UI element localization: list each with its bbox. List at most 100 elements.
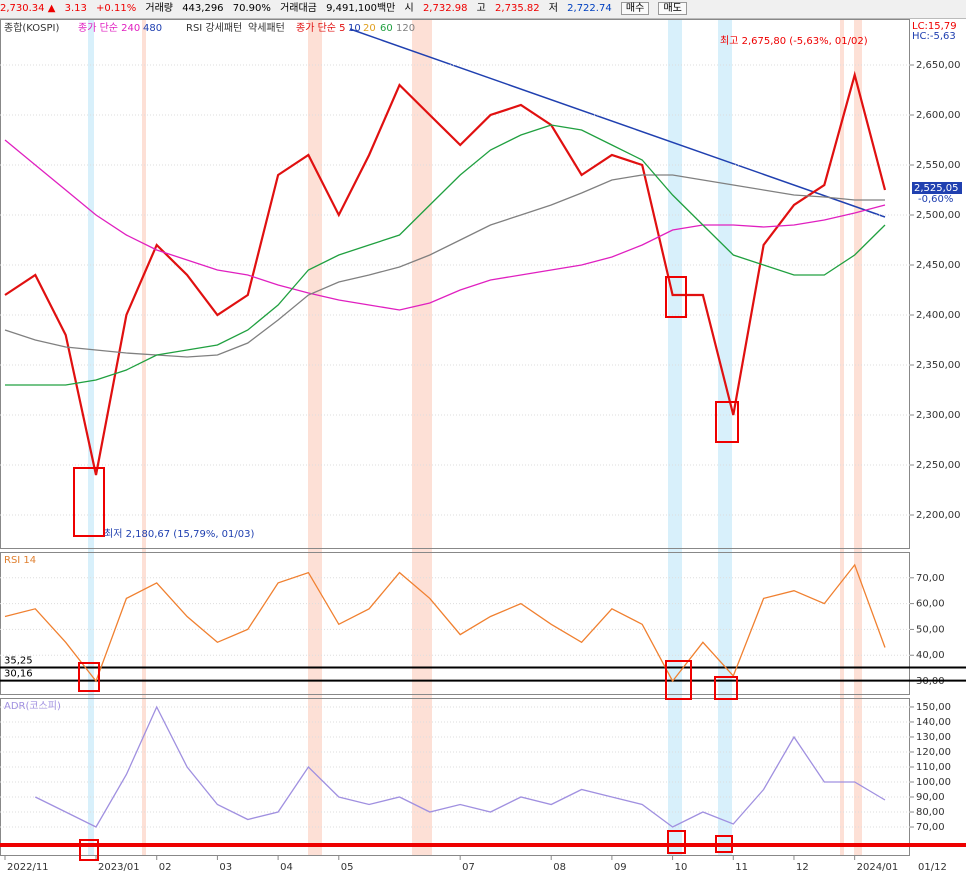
- y-tick-label: 2,600,00: [916, 110, 961, 121]
- label: 저: [548, 3, 558, 14]
- legend-entry: 종가 단순 240: [78, 22, 140, 34]
- marker-box: [73, 467, 105, 537]
- legend-entry: 10: [348, 23, 361, 34]
- marker-box: [79, 839, 99, 861]
- y-tick-label: 2,200,00: [916, 510, 961, 521]
- label: 거래대금: [280, 3, 317, 14]
- band: [718, 19, 732, 855]
- y-tick-label: 110,00: [916, 762, 951, 773]
- y-tick-label: 140,00: [916, 717, 951, 728]
- trend-line: [349, 28, 886, 218]
- legend-entry: 20: [363, 23, 376, 34]
- y-tick-label: 2,550,00: [916, 160, 961, 171]
- markers: [73, 276, 739, 861]
- x-tick-label: 04: [280, 862, 293, 873]
- legend-entry: 종가 단순 5: [296, 22, 346, 34]
- y-tick-label: 90,00: [916, 792, 945, 803]
- annotation: HC:-5,63: [912, 31, 956, 42]
- legend-entry: 종합(KOSPI): [4, 22, 60, 34]
- x-tick-label: 05: [341, 862, 354, 873]
- volume: 443,296: [182, 3, 224, 14]
- x-tick-label: 12: [796, 862, 809, 873]
- x-tick-label: 2024/01: [857, 862, 899, 873]
- band: [88, 19, 94, 855]
- y-tick-label: 2,350,00: [916, 360, 961, 371]
- annotation: 최저 2,180,67 (15,79%, 01/03): [104, 528, 254, 540]
- panel-frame: [0, 19, 910, 549]
- y-tick-label: 130,00: [916, 732, 951, 743]
- y-tick-label: 100,00: [916, 777, 951, 788]
- x-tick-label: 2023/01: [98, 862, 140, 873]
- y-tick-label: 50,00: [916, 624, 945, 635]
- toolbar: 2,730.34 ▲ 3.13 +0.11% 거래량 443,296 70.90…: [0, 0, 966, 19]
- y-tick-label: 2,500,00: [916, 210, 961, 221]
- x-tick-label: 2022/11: [7, 862, 49, 873]
- amount: 9,491,100백만: [326, 3, 396, 14]
- x-tick-label: 02: [159, 862, 172, 873]
- y-tick-label: 2,450,00: [916, 260, 961, 271]
- panel-title: ADR(코스피): [4, 700, 61, 712]
- y-tick-label: 70,00: [916, 573, 945, 584]
- y-tick-label: 2,400,00: [916, 310, 961, 321]
- series-line: [4, 563, 886, 683]
- y-tick-label: 150,00: [916, 702, 951, 713]
- band: [142, 19, 146, 855]
- panel-frame: [0, 552, 910, 695]
- legend-entry: 60: [380, 23, 393, 34]
- y-tick-label: 2,300,00: [916, 410, 961, 421]
- low: 2,722.74: [567, 3, 612, 14]
- legend-entry: 120: [396, 23, 415, 34]
- marker-box: [667, 830, 686, 854]
- highlight-bands: [88, 19, 862, 855]
- series-line: [4, 139, 886, 311]
- x-tick-label: 10: [675, 862, 688, 873]
- band: [412, 19, 432, 855]
- series-line: [35, 705, 886, 828]
- marker-box: [715, 401, 739, 443]
- band: [854, 19, 862, 855]
- marker-box: [78, 662, 100, 692]
- y-tick-label: 2,650,00: [916, 60, 961, 71]
- chart: 2,200,00 2,250,00 2,300,00 2,350,00 2,400,00…: [0, 19, 966, 873]
- x-end-label: 01/12: [918, 862, 947, 873]
- level-label: 30,16: [4, 669, 33, 680]
- volume-pct: 70.90%: [232, 3, 271, 14]
- x-tick-label: 09: [614, 862, 627, 873]
- x-tick-label: 11: [735, 862, 748, 873]
- series-line: [5, 124, 886, 386]
- buy-button[interactable]: 매수: [620, 2, 650, 15]
- plot: 2,200,00 2,250,00 2,300,00 2,350,00 2,400,00…: [0, 60, 966, 873]
- y-tick-label: 40,00: [916, 650, 945, 661]
- marker-box: [665, 276, 687, 318]
- panel-frame: [0, 698, 910, 856]
- label: 시: [404, 3, 414, 14]
- y-tick-label: 70,00: [916, 822, 945, 833]
- legend-entry: RSI 강세패턴: [186, 22, 242, 34]
- annotation: 2,525,05: [914, 183, 959, 194]
- frames: [0, 19, 910, 856]
- change: 3.13: [64, 3, 87, 14]
- legend-entry: 약세패턴: [248, 22, 285, 34]
- annotation: 최고 2,675,80 (-5,63%, 01/02): [720, 35, 868, 47]
- marker-box: [714, 676, 738, 700]
- band: [308, 19, 322, 855]
- band: [668, 19, 682, 855]
- high: 2,735.82: [495, 3, 540, 14]
- y-tick-label: 120,00: [916, 747, 951, 758]
- marker-box: [665, 660, 692, 700]
- price: 2,730.34 ▲: [0, 3, 56, 14]
- annotation: LC:15,79: [912, 21, 957, 32]
- y-tick-label: 2,250,00: [916, 460, 961, 471]
- x-tick-label: 03: [219, 862, 232, 873]
- annotation: -0,60%: [918, 194, 953, 205]
- y-tick-label: 80,00: [916, 807, 945, 818]
- x-tick-label: 07: [462, 862, 475, 873]
- legend: 종합(KOSPI) 종가 단순 240 480 RSI 강세패턴 약세패턴 종가…: [4, 22, 415, 34]
- open: 2,732.98: [422, 3, 468, 14]
- label: 고: [476, 3, 486, 14]
- series-line: [4, 174, 885, 358]
- price-tag: [912, 182, 962, 194]
- sell-button[interactable]: 매도: [658, 2, 687, 15]
- label: 거래량: [145, 3, 173, 14]
